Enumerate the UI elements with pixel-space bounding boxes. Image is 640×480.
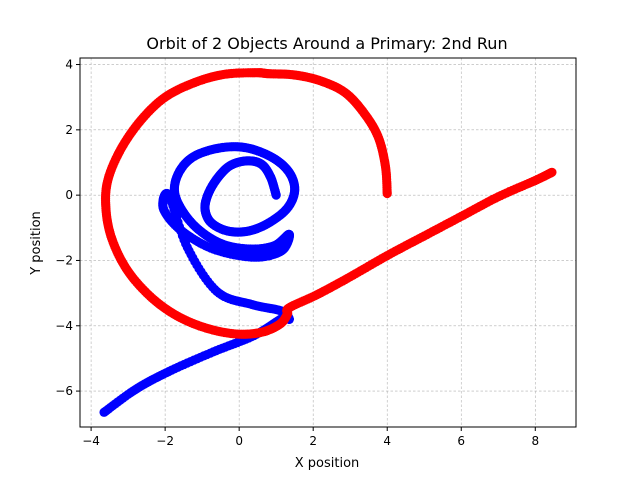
plot-data <box>99 68 557 417</box>
x-tick-label: −2 <box>156 434 174 448</box>
orbit-point <box>547 167 557 177</box>
red-orbit-series <box>100 68 557 339</box>
y-tick-label: −6 <box>55 384 73 398</box>
plot-frame <box>79 57 577 428</box>
y-tick-label: −4 <box>55 319 73 333</box>
x-tick-label: 8 <box>531 434 539 448</box>
x-tick-label: 4 <box>383 434 391 448</box>
y-tick-label: 0 <box>65 188 73 202</box>
grid <box>80 58 576 427</box>
orbit-point <box>99 407 109 417</box>
y-tick-label: 2 <box>65 123 73 137</box>
x-tick-label: 2 <box>309 434 317 448</box>
y-tick-label: 4 <box>65 58 73 72</box>
y-tick-label: −2 <box>55 253 73 267</box>
x-tick-label: 6 <box>457 434 465 448</box>
blue-orbit-series <box>99 142 300 417</box>
y-axis-label: Y position <box>29 211 44 276</box>
ticks: −4 −2 0 2 4 6 8 −6 −4 −2 0 2 4 <box>55 58 539 448</box>
chart-title: Orbit of 2 Objects Around a Primary: 2nd… <box>146 34 507 53</box>
x-tick-label: −4 <box>82 434 100 448</box>
x-axis-label: X position <box>295 456 360 471</box>
x-tick-label: 0 <box>235 434 243 448</box>
